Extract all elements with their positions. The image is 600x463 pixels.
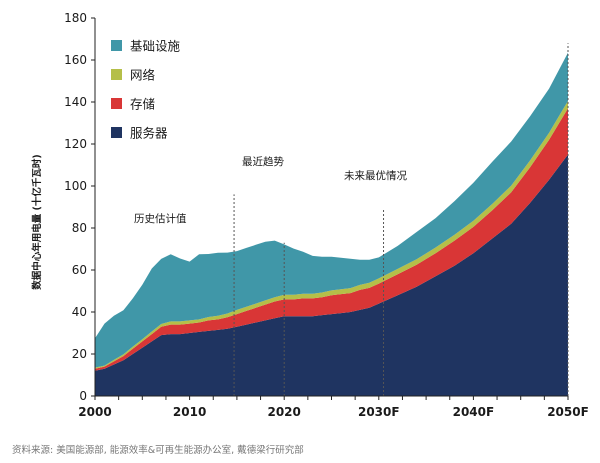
area-2: [95, 108, 568, 371]
y-tick-label: 60: [72, 263, 87, 277]
source-note: 资料来源: 美国能源部, 能源效率&可再生能源办公室, 戴德梁行研究部: [12, 444, 304, 456]
x-tick-label: 2030F: [358, 405, 400, 419]
x-tick-label: 2050F: [547, 405, 589, 419]
legend-swatch: [111, 40, 122, 51]
annotation-label: 最近趋势: [242, 155, 284, 168]
annotation-lines: [94, 43, 569, 396]
area-4: [95, 52, 568, 368]
annotation-label: 历史估计值: [134, 212, 187, 225]
axes: 0 20 40 60 80 100 120 140 160 180 2000 2010 2020 2030…: [64, 11, 589, 419]
x-tick-label: 2020: [267, 405, 300, 419]
x-tick-label: 2010: [173, 405, 206, 419]
y-tick-label: 140: [64, 95, 87, 109]
y-tick-label: 80: [72, 221, 87, 235]
legend-label: 存储: [130, 97, 155, 112]
legend-swatch: [111, 127, 122, 138]
y-tick-label: 120: [64, 137, 87, 151]
legend-label: 基础设施: [130, 39, 181, 54]
legend-swatch: [111, 98, 122, 109]
x-tick-label: 2040F: [453, 405, 495, 419]
x-tick-label: 2000: [78, 405, 111, 419]
y-tick-label: 160: [64, 53, 87, 67]
legend-label: 服务器: [130, 126, 168, 141]
y-tick-label: 20: [72, 347, 87, 361]
y-tick-label: 0: [79, 389, 87, 403]
annotation-label: 未来最优情况: [344, 169, 407, 182]
y-tick-label: 100: [64, 179, 87, 193]
legend-swatch: [111, 69, 122, 80]
y-axis-label: 数据中心年用电量 (十亿千瓦时): [31, 154, 43, 291]
area-layers: [95, 52, 568, 396]
y-tick-label: 180: [64, 11, 87, 25]
legend-label: 网络: [130, 68, 156, 83]
y-tick-label: 40: [72, 305, 87, 319]
area-1: [95, 154, 568, 396]
